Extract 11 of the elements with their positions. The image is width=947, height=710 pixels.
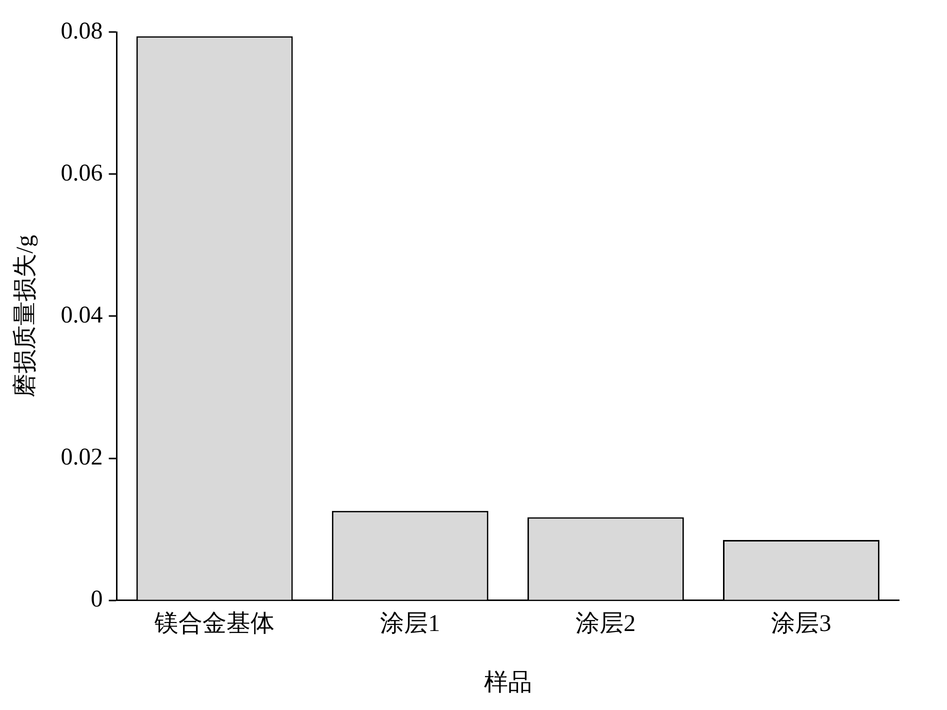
y-axis-title: 磨损质量损失/g [12,234,39,398]
y-tick-label: 0.02 [60,444,103,471]
x-axis-title: 样品 [484,670,532,696]
x-tick-label: 涂层3 [771,611,832,638]
x-tick-label: 涂层2 [576,611,636,638]
x-tick-label: 涂层1 [380,611,440,638]
y-tick-label: 0.04 [60,302,103,328]
y-tick-label: 0 [90,586,103,613]
x-tick-label: 镁合金基体 [154,611,275,638]
y-tick-label: 0.06 [60,160,103,186]
y-tick-label: 0.08 [60,18,103,44]
